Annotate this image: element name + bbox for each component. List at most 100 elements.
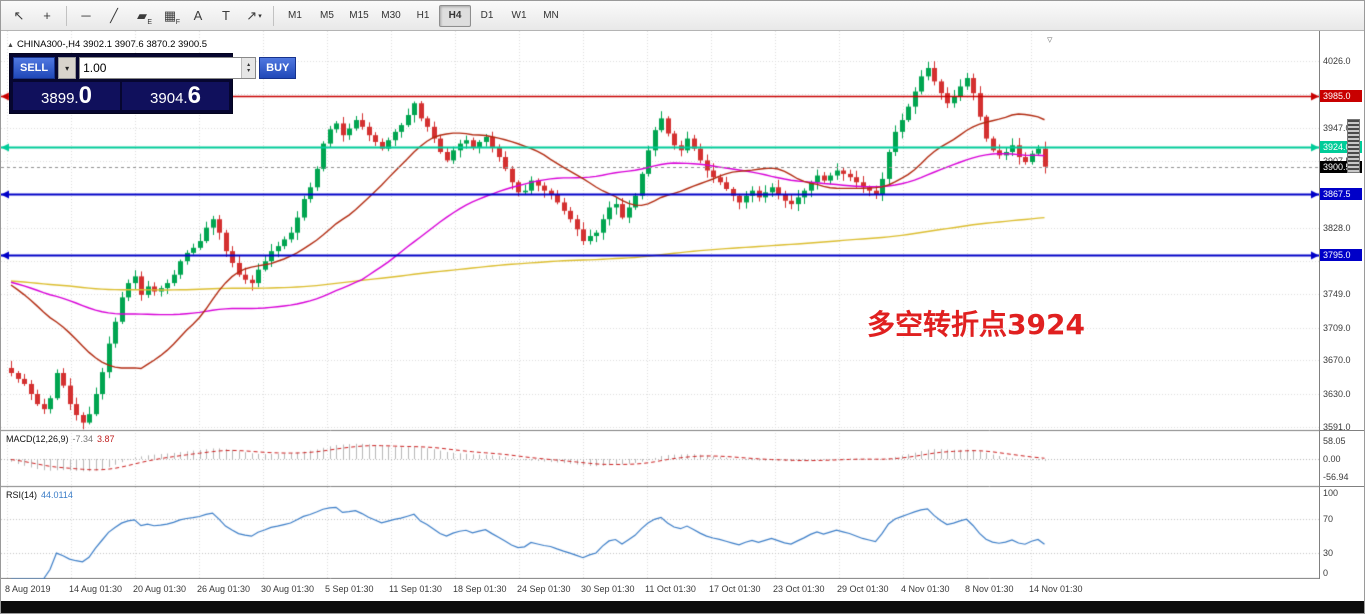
- toolbar-tools: ↖ + ─ ╱ ▰ E ▦ F A T ↗ ▾: [5, 4, 279, 28]
- macd-axis-label: 58.05: [1323, 436, 1346, 447]
- rsi-axis-label: 0: [1323, 568, 1329, 578]
- time-label: 17 Oct 01:30: [709, 584, 761, 594]
- buy-price-big-digit: 6: [187, 82, 201, 109]
- macd-value: -7.34: [72, 434, 94, 444]
- timeframe-m15[interactable]: M15: [349, 10, 369, 21]
- timeframe-h1[interactable]: H1: [416, 10, 430, 21]
- time-label: 5 Sep 01:30: [325, 584, 374, 594]
- equidistant-channel-tool-button[interactable]: ▰ E: [128, 4, 156, 28]
- price-tick-label: 3709.0: [1323, 322, 1351, 333]
- time-label: 20 Aug 01:30: [133, 584, 187, 594]
- macd-axis-label: -56.94: [1323, 471, 1349, 482]
- macd-name: MACD(12,26,9): [6, 434, 69, 444]
- symbol-header: ▲ CHINA300-,H4 3902.1 3907.6 3870.2 3900.…: [7, 39, 207, 50]
- sell-price-main: 3899.: [41, 90, 79, 107]
- scrollbar-thumb[interactable]: [1347, 119, 1360, 173]
- arrows-tool-icon: ↗: [246, 7, 258, 23]
- toolbar-separator: [66, 5, 67, 26]
- volume-decrease-button[interactable]: ▾: [247, 68, 251, 74]
- symbol-name: CHINA300-,H4: [16, 39, 81, 50]
- label-tool-button[interactable]: T: [212, 4, 240, 28]
- one-click-trade-panel: SELL ▾ ▴ ▾ BUY 3899.0 3904.6: [9, 53, 297, 114]
- price-tick-label: 3947.0: [1323, 122, 1351, 133]
- timeframe-h4[interactable]: H4: [439, 4, 471, 27]
- time-label: 11 Oct 01:30: [645, 584, 696, 594]
- buy-price[interactable]: 3904.6: [122, 82, 229, 110]
- horizontal-line-tool-icon: ─: [81, 8, 91, 23]
- hline-price-label: 3985.0: [1320, 89, 1362, 102]
- crosshair-tool-icon: +: [43, 8, 51, 23]
- rsi-axis-label: 30: [1323, 548, 1334, 559]
- horizontal-line-tool-button[interactable]: ─: [72, 4, 100, 28]
- sell-price-big-digit: 0: [78, 82, 92, 109]
- text-tool-button[interactable]: A: [184, 4, 212, 28]
- time-label: 11 Sep 01:30: [389, 584, 442, 594]
- buy-button[interactable]: BUY: [259, 57, 297, 79]
- trade-panel-prices: 3899.0 3904.6: [13, 82, 229, 110]
- fibonacci-tool-button[interactable]: ▦ F: [156, 4, 184, 28]
- price-tick-label: 3670.0: [1323, 355, 1351, 366]
- symbol-marker-icon: ▲: [7, 42, 14, 49]
- toolbar-timeframes: M1 M5 M15 M30 H1 H4 D1 W1 MN: [279, 4, 567, 27]
- price-tick-label: 3828.0: [1323, 222, 1351, 233]
- timeframe-m30[interactable]: M30: [381, 10, 401, 21]
- price-axis: 4026.03947.03907.53828.03749.03709.03670…: [1319, 31, 1364, 579]
- cursor-tool-button[interactable]: ↖: [5, 4, 33, 28]
- price-chart-canvas[interactable]: [1, 31, 1319, 579]
- toolbar: ↖ + ─ ╱ ▰ E ▦ F A T ↗ ▾ M1 M5 M15 M30 H1 H4 D1 W1 MN: [1, 1, 1364, 31]
- time-label: 24 Sep 01:30: [517, 584, 571, 594]
- crosshair-tool-button[interactable]: +: [33, 4, 61, 28]
- equidistant-channel-tool-sub-label: E: [147, 18, 152, 26]
- sell-price[interactable]: 3899.0: [13, 82, 120, 110]
- chart-annotation: 多空转折点3924: [867, 308, 1085, 341]
- rsi-axis-label: 100: [1323, 488, 1339, 498]
- rsi-header: RSI(14) 44.0114: [6, 490, 73, 500]
- macd-axis-label: 0.00: [1323, 454, 1341, 464]
- rsi-axis-label: 70: [1323, 513, 1334, 524]
- hline-price-label: 3867.5: [1320, 188, 1362, 201]
- time-label: 30 Sep 01:30: [581, 584, 635, 594]
- price-tick-label: 3591.0: [1323, 421, 1351, 432]
- taskbar: [1, 601, 1364, 613]
- panel-separator: [1320, 430, 1364, 431]
- time-label: 14 Nov 01:30: [1029, 584, 1083, 594]
- time-label: 23 Oct 01:30: [773, 584, 825, 594]
- timeframe-mn[interactable]: MN: [543, 10, 559, 21]
- toolbar-separator: [273, 5, 274, 26]
- time-label: 4 Nov 01:30: [901, 584, 950, 594]
- sell-button[interactable]: SELL: [13, 57, 56, 79]
- volume-increase-button[interactable]: ▴: [247, 62, 251, 68]
- macd-header: MACD(12,26,9) -7.34 3.87: [6, 434, 115, 444]
- buy-price-main: 3904.: [150, 90, 188, 107]
- volume-spinner: ▴ ▾: [241, 58, 256, 78]
- time-label: 14 Aug 01:30: [69, 584, 123, 594]
- price-tick-label: 3749.0: [1323, 289, 1351, 300]
- time-label: 8 Aug 2019: [5, 584, 51, 594]
- time-label: 29 Oct 01:30: [837, 584, 889, 594]
- panel-separator: [1320, 486, 1364, 487]
- timeframe-m5[interactable]: M5: [320, 10, 334, 21]
- volume-input[interactable]: [80, 58, 242, 78]
- timeframe-d1[interactable]: D1: [480, 10, 494, 21]
- volume-dropdown-button[interactable]: ▾: [58, 57, 77, 79]
- text-tool-icon: A: [193, 8, 203, 23]
- trendline-tool-button[interactable]: ╱: [100, 4, 128, 28]
- cursor-tool-icon: ↖: [13, 7, 25, 23]
- chevron-down-icon: ▾: [258, 12, 262, 20]
- arrows-tool-button[interactable]: ↗ ▾: [240, 4, 268, 28]
- fibonacci-tool-sub-label: F: [175, 18, 180, 26]
- time-label: 18 Sep 01:30: [453, 584, 507, 594]
- time-label: 26 Aug 01:30: [197, 584, 251, 594]
- rsi-name: RSI(14): [6, 490, 38, 500]
- label-tool-icon: T: [222, 8, 230, 23]
- timeframe-m1[interactable]: M1: [288, 10, 302, 21]
- chart-shift-marker-icon: ▿: [1047, 34, 1053, 46]
- time-label: 8 Nov 01:30: [965, 584, 1014, 594]
- time-label: 30 Aug 01:30: [261, 584, 315, 594]
- price-tick-label: 4026.0: [1323, 56, 1351, 67]
- trade-panel-controls: SELL ▾ ▴ ▾ BUY: [13, 57, 297, 79]
- chart-region: ▲ CHINA300-,H4 3902.1 3907.6 3870.2 3900.…: [1, 31, 1364, 603]
- timeframe-w1[interactable]: W1: [511, 10, 527, 21]
- equidistant-channel-tool-icon: ▰: [137, 7, 147, 23]
